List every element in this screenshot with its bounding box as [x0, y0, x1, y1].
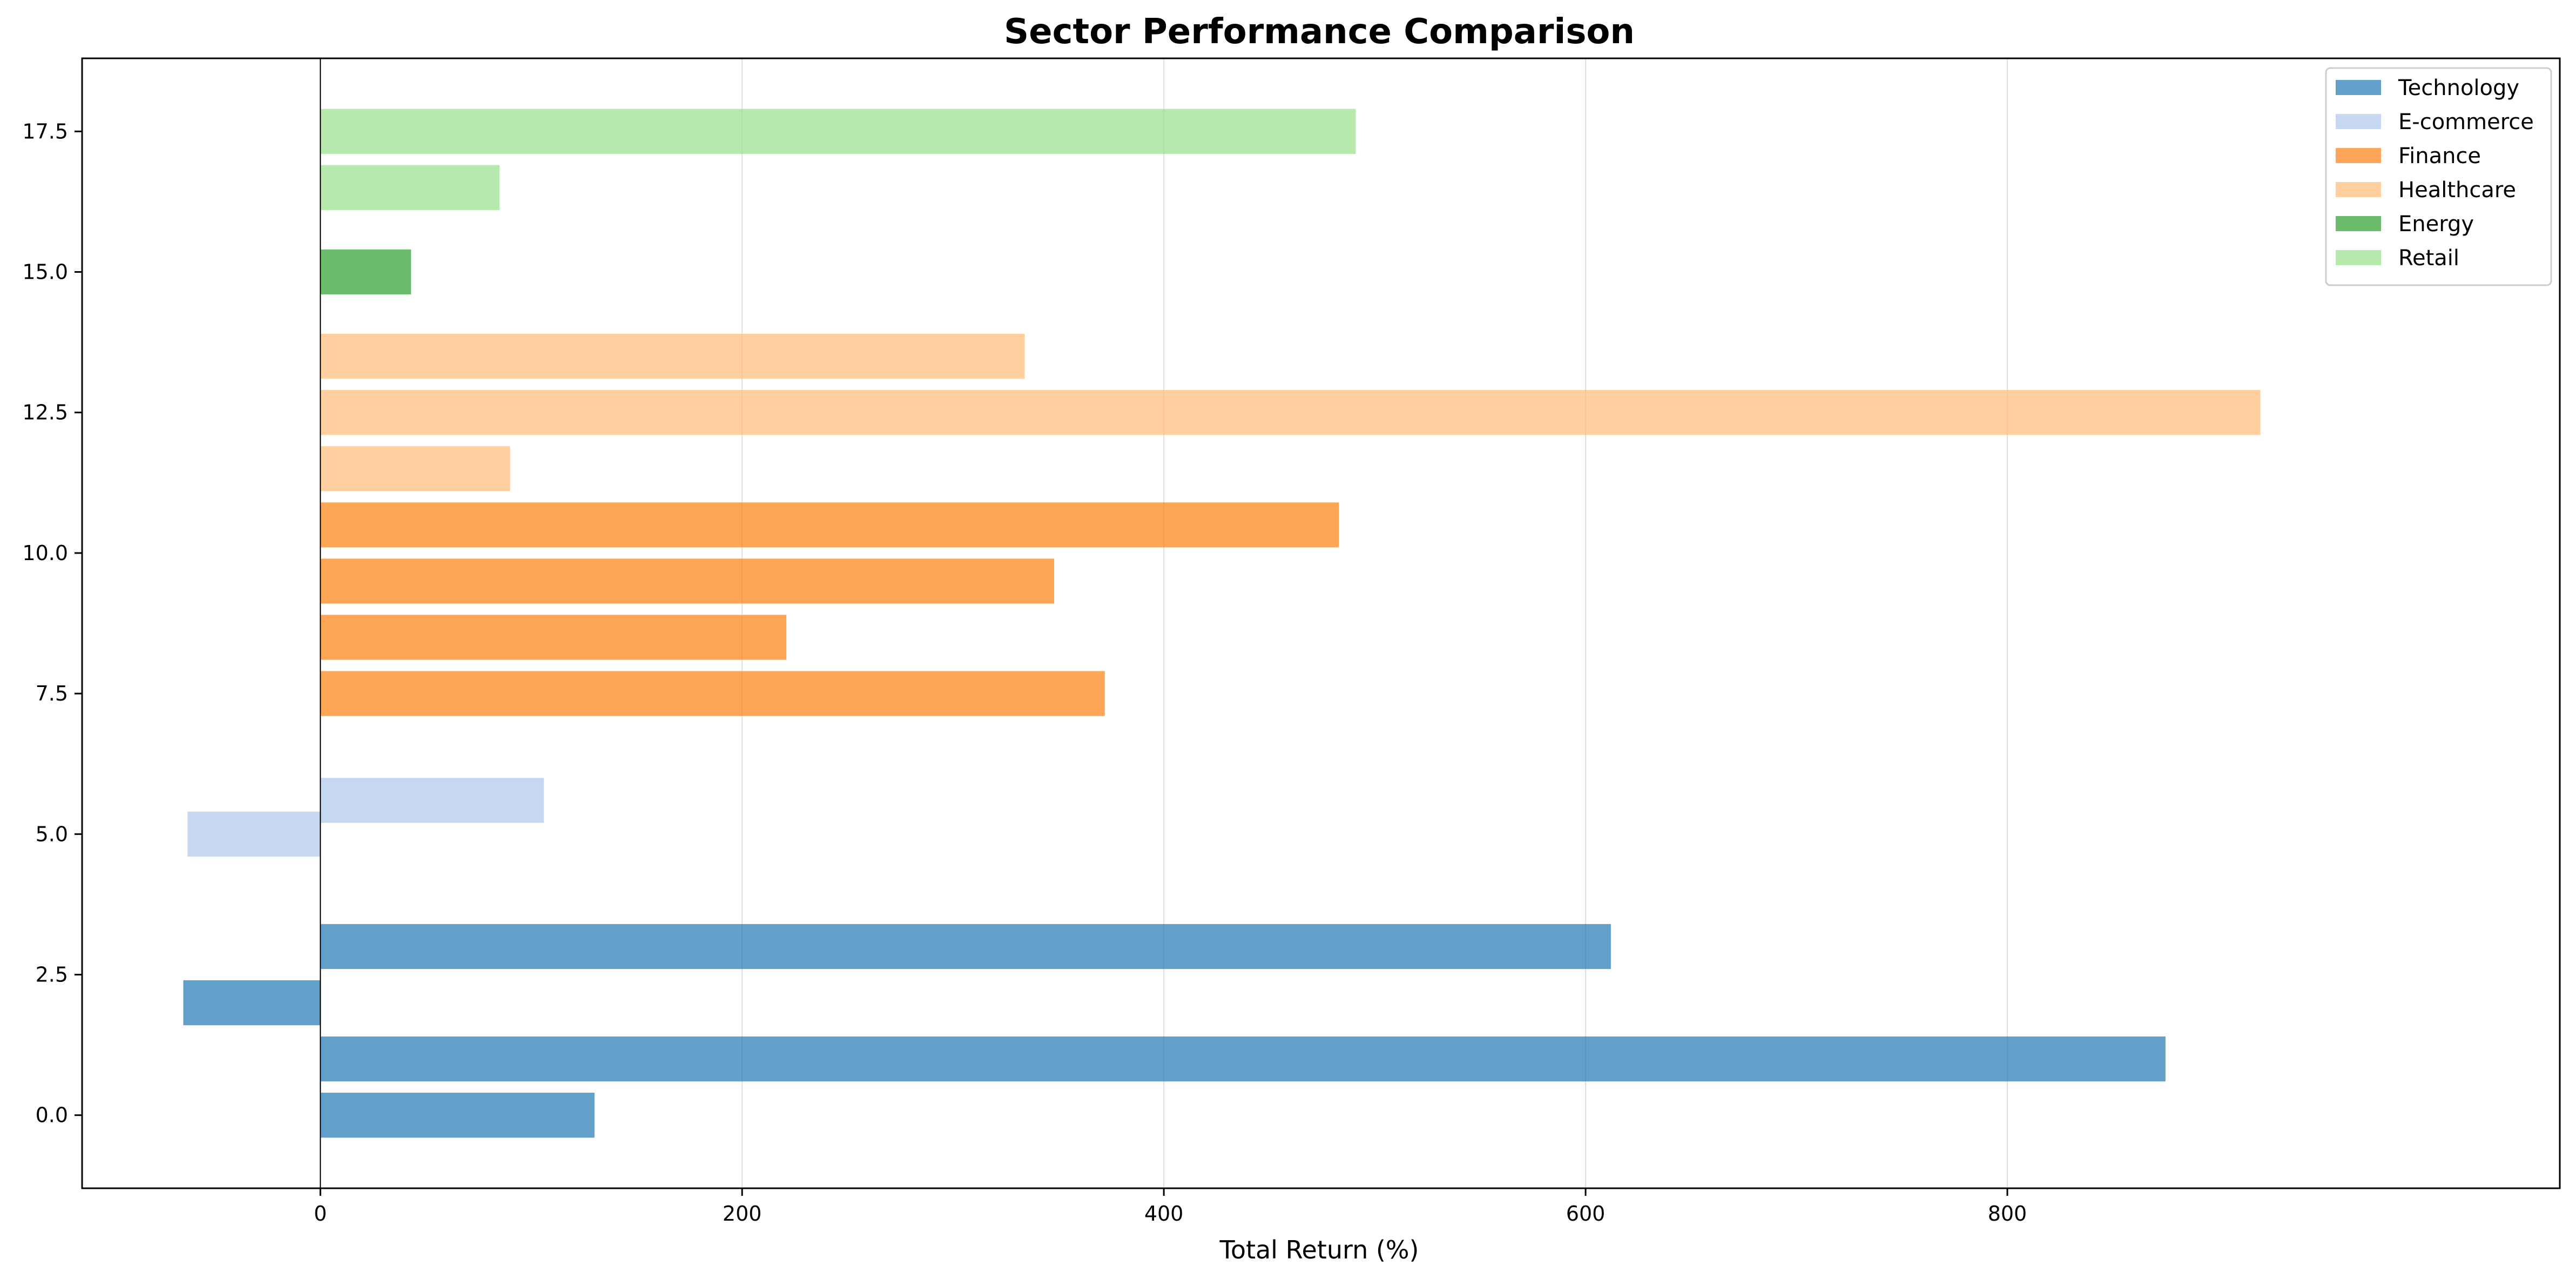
- bar-healthcare: [320, 333, 1025, 379]
- x-tick-label: 200: [723, 1202, 762, 1226]
- legend-label: Healthcare: [2398, 178, 2516, 203]
- bar-technology: [320, 1036, 2166, 1082]
- legend-swatch: [2336, 148, 2381, 163]
- bar-finance: [320, 671, 1105, 716]
- bar-e-commerce: [187, 811, 321, 857]
- bar-finance: [320, 615, 787, 660]
- legend-label: Retail: [2398, 246, 2459, 271]
- bar-technology: [320, 1093, 595, 1138]
- legend-swatch: [2336, 250, 2381, 265]
- bar-e-commerce: [320, 778, 544, 823]
- y-axis-ticks: 0.0 2.5 5.0 7.5 10.0 12.5 15.0 17.5: [22, 119, 82, 1127]
- chart-title: Sector Performance Comparison: [1004, 12, 1635, 52]
- plot-frame: [81, 57, 2561, 1189]
- x-tick-label: 400: [1144, 1202, 1184, 1226]
- bar-retail: [320, 109, 1356, 154]
- y-tick-label: 0.0: [36, 1103, 68, 1127]
- bar-technology: [320, 924, 1611, 970]
- x-tick-label: 800: [1988, 1202, 2027, 1226]
- x-tick-label: 0: [314, 1202, 327, 1226]
- y-tick-label: 10.0: [22, 541, 68, 565]
- legend-swatch: [2336, 114, 2381, 129]
- bar-technology: [183, 980, 321, 1026]
- legend-swatch: [2336, 80, 2381, 95]
- y-tick-label: 12.5: [22, 401, 68, 425]
- bar-retail: [320, 165, 500, 211]
- bar-finance: [320, 502, 1339, 548]
- y-tick-label: 5.0: [36, 822, 68, 846]
- legend-items: Technology E-commerce Finance Healthcare Ene…: [2336, 76, 2534, 271]
- bar-finance: [320, 558, 1055, 604]
- legend-label: Technology: [2398, 76, 2519, 100]
- legend-label: Finance: [2398, 144, 2481, 169]
- x-axis-ticks: 0 200 400 600 800: [314, 1188, 2027, 1226]
- legend: Technology E-commerce Finance Healthcare Ene…: [2325, 67, 2552, 286]
- legend-swatch: [2336, 216, 2381, 231]
- y-tick-label: 15.0: [22, 260, 68, 284]
- x-tick-label: 600: [1566, 1202, 1606, 1226]
- y-tick-label: 17.5: [22, 119, 68, 143]
- legend-box: [2325, 67, 2552, 286]
- legend-label: Energy: [2398, 212, 2474, 237]
- bars: [183, 109, 2261, 1138]
- legend-label: E-commerce: [2398, 110, 2534, 134]
- y-tick-label: 2.5: [36, 962, 68, 986]
- y-tick-label: 7.5: [36, 682, 68, 705]
- legend-swatch: [2336, 182, 2381, 197]
- bar-healthcare: [320, 390, 2261, 435]
- bar-healthcare: [320, 446, 510, 492]
- bar-energy: [320, 249, 412, 295]
- x-axis-title: Total Return (%): [1219, 1235, 1419, 1264]
